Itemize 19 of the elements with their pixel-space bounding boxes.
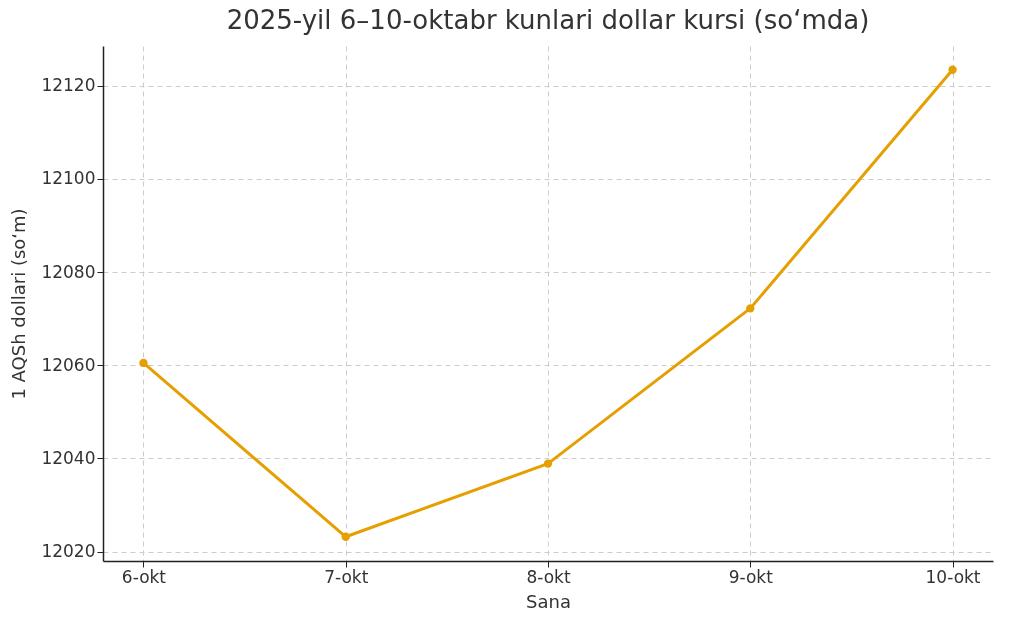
- x-tick-label: 9-okt: [728, 566, 774, 587]
- x-tick-label: 10-okt: [925, 566, 981, 587]
- chart-title: 2025-yil 6–10-oktabr kunlari dollar kursi (so‘mda): [226, 5, 870, 35]
- point: [746, 304, 755, 313]
- x-tick-label: 6-okt: [121, 566, 167, 587]
- y-tick-label: 12040: [41, 447, 96, 468]
- point: [543, 459, 553, 468]
- x-tick-label: 8-okt: [526, 566, 571, 587]
- y-tick-label: 12020: [41, 541, 96, 562]
- y-tick-label: 12120: [41, 75, 96, 96]
- x-tick-label: 7-okt: [324, 566, 369, 587]
- y-tick-label: 12060: [41, 354, 96, 375]
- point: [948, 65, 957, 74]
- y-axis-title: 1 AQSh dollari (so‘m): [8, 208, 30, 400]
- y-tick-label: 12100: [41, 168, 96, 189]
- x-axis-title: Sana: [526, 590, 571, 612]
- y-tick-label: 12080: [41, 261, 96, 282]
- point: [139, 358, 148, 368]
- point: [341, 532, 350, 541]
